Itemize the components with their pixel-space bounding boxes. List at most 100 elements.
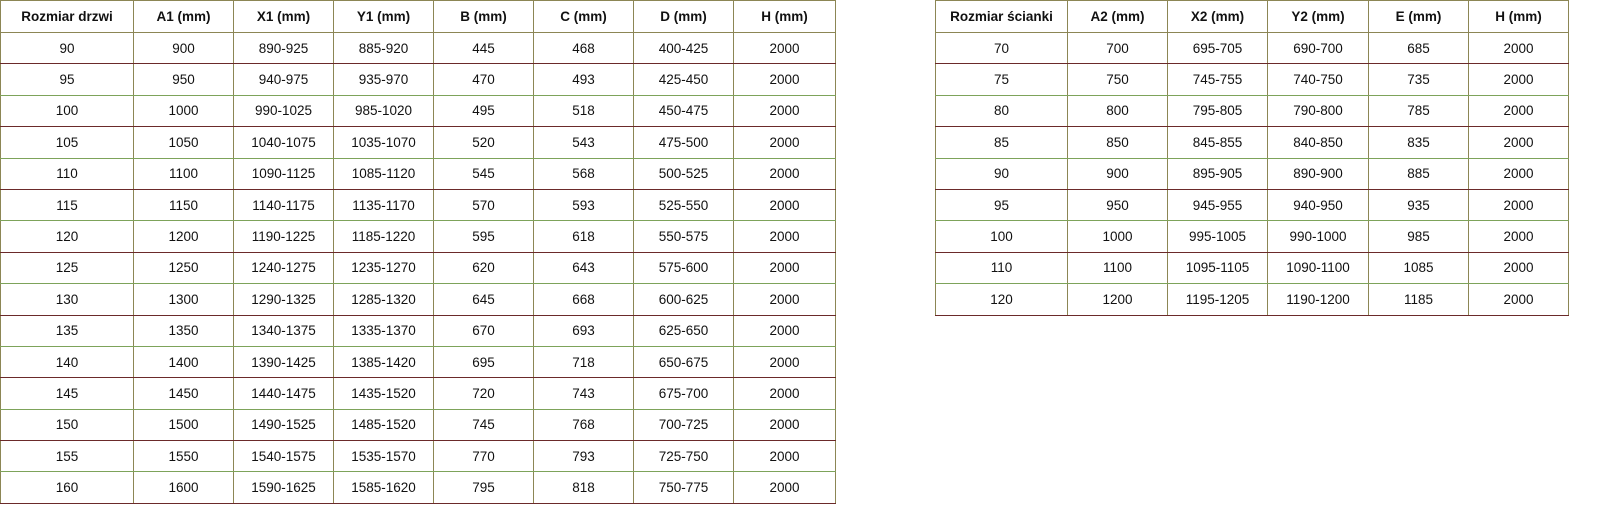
table-cell: 740-750 bbox=[1267, 63, 1369, 96]
table-cell: 700 bbox=[1067, 31, 1168, 65]
table-cell: 900 bbox=[133, 31, 234, 65]
table-cell: 890-925 bbox=[233, 31, 334, 65]
table-cell: 700-725 bbox=[633, 408, 734, 442]
table-cell: 685 bbox=[1368, 31, 1469, 65]
table-cell: 1085-1120 bbox=[333, 157, 434, 190]
table-cell: 1240-1275 bbox=[233, 251, 334, 285]
table-cell: 795-805 bbox=[1167, 94, 1268, 128]
table-row: 110 1100 1090-1125 1085-1120 545 568 500-525 20… bbox=[0, 157, 836, 190]
table-row: 145 1450 1440-1475 1435-1520 720 743 675-700 20… bbox=[0, 377, 836, 410]
table-cell: 160 bbox=[0, 471, 134, 504]
column-header: X1 (mm) bbox=[233, 0, 334, 33]
column-header: Y2 (mm) bbox=[1267, 0, 1369, 33]
table-cell: 2000 bbox=[1468, 63, 1569, 96]
table-cell: 495 bbox=[433, 94, 534, 128]
table-row: 85 850 845-855 840-850 835 2000 bbox=[935, 126, 1569, 159]
column-header: B (mm) bbox=[433, 0, 534, 33]
table-cell: 718 bbox=[533, 345, 634, 379]
table-cell: 525-550 bbox=[633, 188, 734, 222]
table-cell: 1135-1170 bbox=[333, 188, 434, 222]
table-cell: 145 bbox=[0, 377, 134, 410]
table-cell: 140 bbox=[0, 345, 134, 379]
table-cell: 135 bbox=[0, 314, 134, 347]
table-row: 90 900 890-925 885-920 445 468 400-425 2000 bbox=[0, 31, 836, 65]
table-cell: 150 bbox=[0, 408, 134, 442]
table-cell: 95 bbox=[935, 188, 1068, 222]
table-cell: 1490-1525 bbox=[233, 408, 334, 442]
table-cell: 1140-1175 bbox=[233, 188, 334, 222]
table-cell: 885 bbox=[1368, 157, 1469, 190]
table-cell: 1050 bbox=[133, 126, 234, 159]
table-cell: 950 bbox=[1067, 188, 1168, 222]
table-cell: 1540-1575 bbox=[233, 440, 334, 473]
table-cell: 2000 bbox=[733, 126, 836, 159]
table-cell: 2000 bbox=[733, 471, 836, 504]
table-cell: 2000 bbox=[733, 377, 836, 410]
table-cell: 1100 bbox=[1067, 251, 1168, 285]
table-cell: 785 bbox=[1368, 94, 1469, 128]
table-cell: 80 bbox=[935, 94, 1068, 128]
table-cell: 735 bbox=[1368, 63, 1469, 96]
table-cell: 850 bbox=[1067, 126, 1168, 159]
table-cell: 1200 bbox=[1067, 283, 1168, 316]
table-cell: 450-475 bbox=[633, 94, 734, 128]
table-cell: 2000 bbox=[733, 440, 836, 473]
table-cell: 2000 bbox=[733, 283, 836, 316]
table-cell: 935 bbox=[1368, 188, 1469, 222]
table-cell: 743 bbox=[533, 377, 634, 410]
table-cell: 845-855 bbox=[1167, 126, 1268, 159]
table-cell: 720 bbox=[433, 377, 534, 410]
table-cell: 520 bbox=[433, 126, 534, 159]
table-cell: 675-700 bbox=[633, 377, 734, 410]
table-cell: 1300 bbox=[133, 283, 234, 316]
table-cell: 110 bbox=[935, 251, 1068, 285]
table-cell: 2000 bbox=[733, 251, 836, 285]
table-cell: 2000 bbox=[1468, 94, 1569, 128]
table-row: 80 800 795-805 790-800 785 2000 bbox=[935, 94, 1569, 128]
table-cell: 750-775 bbox=[633, 471, 734, 504]
table-cell: 650-675 bbox=[633, 345, 734, 379]
table-cell: 470 bbox=[433, 63, 534, 96]
table-cell: 940-975 bbox=[233, 63, 334, 96]
table-row: 75 750 745-755 740-750 735 2000 bbox=[935, 63, 1569, 96]
column-header: E (mm) bbox=[1368, 0, 1469, 33]
table-cell: 900 bbox=[1067, 157, 1168, 190]
table-cell: 90 bbox=[0, 31, 134, 65]
table-cell: 768 bbox=[533, 408, 634, 442]
table-cell: 500-525 bbox=[633, 157, 734, 190]
table-row: 120 1200 1190-1225 1185-1220 595 618 550-575 20… bbox=[0, 220, 836, 253]
table-cell: 945-955 bbox=[1167, 188, 1268, 222]
table-cell: 1550 bbox=[133, 440, 234, 473]
table-cell: 1190-1225 bbox=[233, 220, 334, 253]
table-cell: 1390-1425 bbox=[233, 345, 334, 379]
column-header: A2 (mm) bbox=[1067, 0, 1168, 33]
table-cell: 2000 bbox=[1468, 31, 1569, 65]
header-row: Rozmiar drzwi A1 (mm) X1 (mm) Y1 (mm) B (mm)… bbox=[0, 0, 836, 33]
table-cell: 618 bbox=[533, 220, 634, 253]
table-cell: 895-905 bbox=[1167, 157, 1268, 190]
table-cell: 1035-1070 bbox=[333, 126, 434, 159]
table-cell: 1290-1325 bbox=[233, 283, 334, 316]
table-cell: 425-450 bbox=[633, 63, 734, 96]
table-cell: 105 bbox=[0, 126, 134, 159]
table-row: 90 900 895-905 890-900 885 2000 bbox=[935, 157, 1569, 190]
table-cell: 2000 bbox=[733, 94, 836, 128]
table-cell: 575-600 bbox=[633, 251, 734, 285]
table-cell: 1440-1475 bbox=[233, 377, 334, 410]
table-cell: 840-850 bbox=[1267, 126, 1369, 159]
column-header: H (mm) bbox=[733, 0, 836, 33]
table-row: 105 1050 1040-1075 1035-1070 520 543 475-500 20… bbox=[0, 126, 836, 159]
table-cell: 2000 bbox=[733, 157, 836, 190]
table-cell: 1185-1220 bbox=[333, 220, 434, 253]
table-cell: 568 bbox=[533, 157, 634, 190]
column-header: Y1 (mm) bbox=[333, 0, 434, 33]
table-cell: 570 bbox=[433, 188, 534, 222]
table-cell: 1450 bbox=[133, 377, 234, 410]
table-cell: 990-1000 bbox=[1267, 220, 1369, 253]
table-cell: 468 bbox=[533, 31, 634, 65]
table-cell: 818 bbox=[533, 471, 634, 504]
column-header: D (mm) bbox=[633, 0, 734, 33]
table-cell: 695 bbox=[433, 345, 534, 379]
table-row: 155 1550 1540-1575 1535-1570 770 793 725-750 20… bbox=[0, 440, 836, 473]
table-cell: 120 bbox=[0, 220, 134, 253]
